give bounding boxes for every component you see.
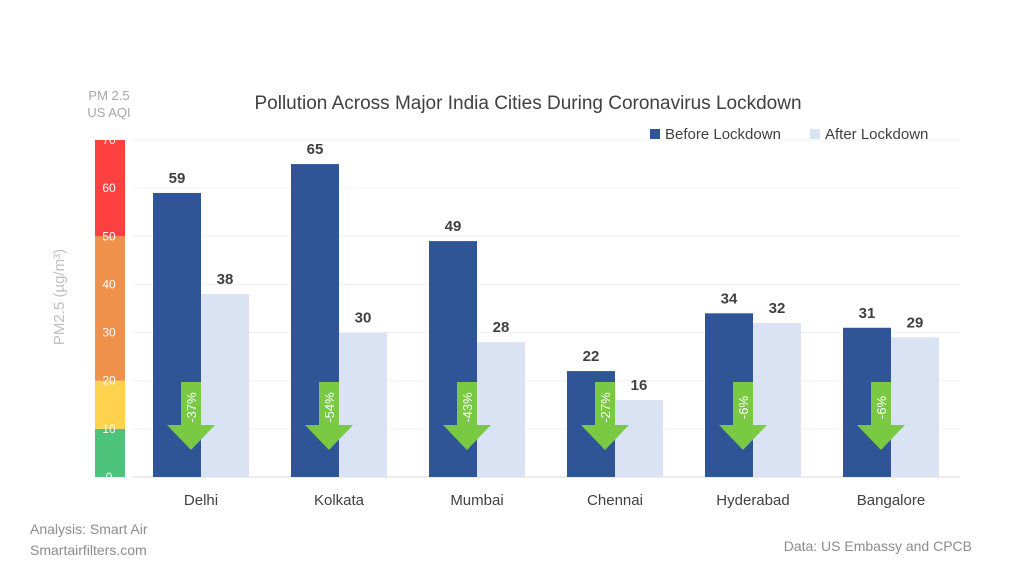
value-label-before: 49 [445,218,462,235]
percent-change-label: -6% [736,396,751,420]
gridlines [132,139,960,478]
down-arrow-icon [167,382,215,450]
analysis-website: Smartairfilters.com [30,542,147,558]
category-label: Bangalore [857,492,925,509]
value-label-before: 22 [583,348,600,365]
y-tick-label: 40 [102,277,116,291]
legend-label-after: After Lockdown [825,126,928,143]
aqi-band [95,380,125,429]
value-label-before: 59 [169,170,186,187]
down-arrow-icon [443,382,491,450]
value-label-after: 32 [769,300,786,317]
y-tick-label: 30 [102,326,116,340]
bar-after-lockdown [891,337,939,477]
value-label-after: 16 [631,377,648,394]
value-label-before: 31 [859,305,876,322]
y-tick-label: 70 [102,133,116,147]
change-arrows: -37% -54% -43% -27% -6% -6% [167,382,905,450]
aqi-label-line2: US AQI [87,105,130,120]
percent-change-label: -37% [184,392,199,423]
bar-after-lockdown [753,322,801,477]
y-tick-label: 10 [102,422,116,436]
bar-after-lockdown [339,332,387,477]
category-label: Kolkata [314,492,365,509]
down-arrow-icon [719,382,767,450]
legend: Before Lockdown After Lockdown [650,126,928,143]
category-label: Chennai [587,492,643,509]
legend-swatch-before [650,129,660,139]
bar-after-lockdown [477,342,525,477]
legend-swatch-after [810,129,820,139]
bar-after-lockdown [615,399,663,477]
value-label-after: 29 [907,314,924,331]
category-label: Mumbai [450,492,503,509]
percent-change-label: -43% [460,392,475,423]
chart-title: Pollution Across Major India Cities Duri… [254,93,801,114]
y-axis-ticks: 0 10 20 30 40 50 60 70 [102,133,116,484]
percent-change-label: -6% [874,396,889,420]
value-label-after: 30 [355,310,372,327]
category-label: Hyderabad [716,492,789,509]
data-source: Data: US Embassy and CPCB [784,538,972,554]
y-tick-label: 60 [102,181,116,195]
down-arrow-icon [581,382,629,450]
value-label-before: 65 [307,141,324,158]
category-label: Delhi [184,492,218,509]
value-label-after: 28 [493,319,510,336]
bars [153,164,939,478]
aqi-label-line1: PM 2.5 [88,88,129,103]
down-arrow-icon [305,382,353,450]
down-arrow-icon [857,382,905,450]
y-axis-label: PM2.5 (µg/m³) [51,249,68,345]
aqi-band [95,140,125,237]
y-tick-label: 50 [102,229,116,243]
aqi-band [95,236,125,381]
aqi-color-scale [95,140,125,477]
legend-label-before: Before Lockdown [665,126,781,143]
percent-change-label: -54% [322,392,337,423]
value-label-after: 38 [217,271,234,288]
y-tick-label: 0 [106,470,113,484]
analysis-credit: Analysis: Smart Air [30,521,148,537]
y-tick-label: 20 [102,374,116,388]
percent-change-label: -27% [598,392,613,423]
aqi-band [95,428,125,477]
value-label-before: 34 [721,290,738,307]
bar-after-lockdown [201,294,249,477]
labels: 59 38 Delhi 65 30 Kolkata 49 28 Mumbai 22 16 Chenna… [169,141,926,509]
